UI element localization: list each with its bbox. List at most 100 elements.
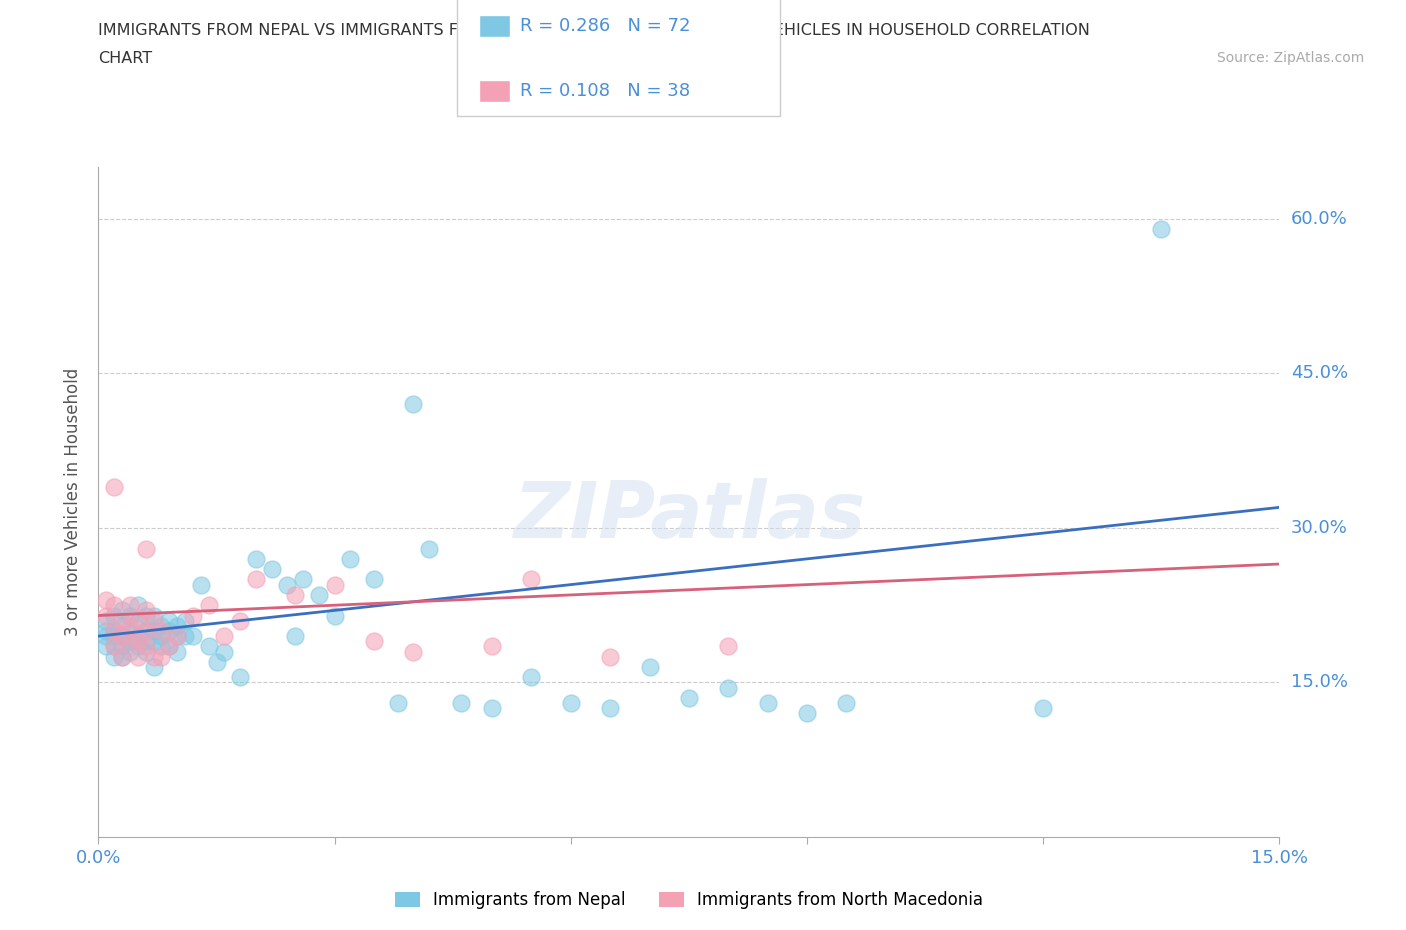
Point [111, 639, 134, 654]
Point [103, 608, 125, 623]
Text: R = 0.108   N = 38: R = 0.108 N = 38 [520, 82, 690, 100]
Point [150, 623, 173, 638]
Point [363, 572, 385, 587]
Point [111, 603, 134, 618]
Point [1032, 701, 1054, 716]
Y-axis label: 3 or more Vehicles in Household: 3 or more Vehicles in Household [65, 368, 83, 636]
Point [181, 629, 204, 644]
Point [174, 613, 197, 628]
Point [142, 613, 165, 628]
Point [127, 598, 149, 613]
Point [229, 613, 252, 628]
Point [284, 588, 307, 603]
Point [229, 670, 252, 684]
Point [96, 623, 118, 638]
Point [796, 706, 818, 721]
Point [520, 572, 543, 587]
Point [150, 649, 173, 664]
Point [118, 618, 141, 633]
Point [308, 588, 330, 603]
Point [292, 572, 315, 587]
Point [638, 659, 661, 674]
Text: 45.0%: 45.0% [1291, 365, 1348, 382]
Point [103, 598, 125, 613]
Point [142, 659, 165, 674]
Point [717, 680, 740, 695]
Point [157, 613, 180, 628]
Point [481, 701, 503, 716]
Point [135, 603, 157, 618]
Point [166, 629, 188, 644]
Point [197, 598, 219, 613]
Point [197, 639, 219, 654]
Point [166, 629, 188, 644]
Point [118, 598, 141, 613]
Point [111, 613, 134, 628]
Point [142, 649, 165, 664]
Point [127, 649, 149, 664]
Point [96, 613, 118, 628]
Point [323, 578, 346, 592]
Point [190, 578, 212, 592]
Point [118, 634, 141, 649]
Point [103, 639, 125, 654]
Point [111, 629, 134, 644]
Point [142, 608, 165, 623]
Point [835, 696, 858, 711]
Point [118, 623, 141, 638]
Point [103, 649, 125, 664]
Point [127, 639, 149, 654]
Point [363, 634, 385, 649]
Point [560, 696, 582, 711]
Point [135, 639, 157, 654]
Point [205, 655, 228, 670]
Point [260, 562, 283, 577]
Point [214, 629, 236, 644]
Point [96, 608, 118, 623]
Point [103, 629, 125, 644]
Point [127, 634, 149, 649]
Point [157, 623, 180, 638]
Text: IMMIGRANTS FROM NEPAL VS IMMIGRANTS FROM NORTH MACEDONIA 3 OR MORE VEHICLES IN H: IMMIGRANTS FROM NEPAL VS IMMIGRANTS FROM… [98, 23, 1090, 38]
Text: R = 0.286   N = 72: R = 0.286 N = 72 [520, 17, 690, 35]
Point [111, 629, 134, 644]
Point [135, 644, 157, 659]
Point [135, 623, 157, 638]
Point [142, 634, 165, 649]
Point [599, 701, 621, 716]
Text: ZIPatlas: ZIPatlas [513, 478, 865, 553]
Point [174, 629, 197, 644]
Point [127, 613, 149, 628]
Point [402, 397, 425, 412]
Point [118, 634, 141, 649]
Point [135, 608, 157, 623]
Point [96, 629, 118, 644]
Point [717, 639, 740, 654]
Point [284, 629, 307, 644]
Point [111, 618, 134, 633]
Point [276, 578, 298, 592]
Point [150, 618, 173, 633]
Point [135, 623, 157, 638]
Point [103, 623, 125, 638]
Point [111, 649, 134, 664]
Point [418, 541, 440, 556]
Point [118, 608, 141, 623]
Point [118, 644, 141, 659]
Point [181, 608, 204, 623]
Point [450, 696, 472, 711]
Point [520, 670, 543, 684]
Point [96, 592, 118, 607]
Text: 15.0%: 15.0% [1291, 673, 1347, 692]
Point [387, 696, 409, 711]
Point [1150, 221, 1173, 236]
Point [127, 629, 149, 644]
Point [150, 629, 173, 644]
Text: 30.0%: 30.0% [1291, 519, 1347, 537]
Point [756, 696, 779, 711]
Point [135, 541, 157, 556]
Text: 60.0%: 60.0% [1291, 210, 1347, 228]
Point [481, 639, 503, 654]
Text: CHART: CHART [98, 51, 152, 66]
Point [166, 618, 188, 633]
